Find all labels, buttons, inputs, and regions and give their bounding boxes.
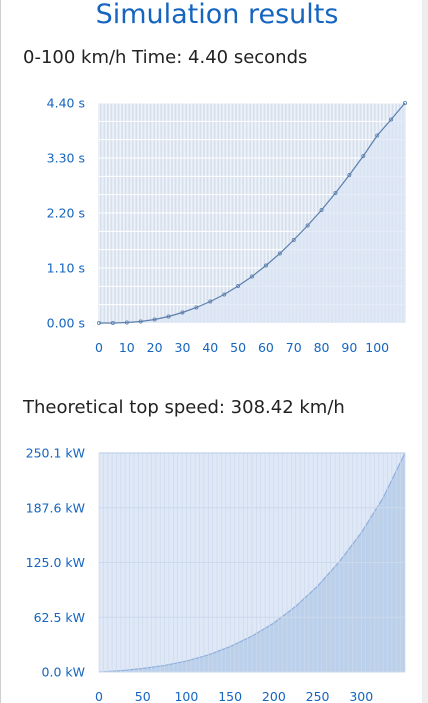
acceleration-chart: 0.00 s 1.10 s 2.20 s 3.30 s 4.40 s 0 10 20 30 40…	[47, 96, 407, 355]
x-tick-label: 70	[286, 340, 302, 355]
data-point	[305, 223, 310, 228]
y-tick-label: 1.10 s	[47, 261, 85, 276]
x-tick-label: 20	[147, 340, 163, 355]
acceleration-chart-area	[97, 100, 407, 325]
acceleration-chart-x-ticks: 0 10 20 30 40 50 60 70 80 90 100	[95, 340, 389, 355]
data-point	[124, 320, 129, 325]
data-point	[333, 191, 338, 196]
data-point	[236, 283, 241, 288]
x-tick-label: 90	[341, 340, 357, 355]
x-tick-label: 200	[262, 689, 286, 703]
data-point	[402, 100, 407, 105]
x-tick-label: 100	[174, 689, 198, 703]
data-point	[277, 251, 282, 256]
acceleration-chart-y-ticks: 0.00 s 1.10 s 2.20 s 3.30 s 4.40 s	[47, 96, 85, 331]
x-tick-label: 300	[349, 689, 373, 703]
data-point	[222, 292, 227, 297]
data-point	[249, 274, 254, 279]
data-point	[361, 154, 366, 159]
y-tick-label: 0.0 kW	[42, 665, 85, 680]
data-point	[194, 305, 199, 310]
page-title: Simulation results	[95, 0, 339, 30]
x-tick-label: 50	[135, 689, 151, 703]
y-tick-label: 4.40 s	[47, 96, 85, 111]
y-tick-label: 250.1 kW	[26, 446, 85, 461]
y-tick-label: 3.30 s	[47, 151, 85, 166]
data-point	[319, 207, 324, 212]
data-point	[291, 237, 296, 242]
y-tick-label: 187.6 kW	[26, 500, 85, 515]
x-tick-label: 150	[218, 689, 242, 703]
data-point	[180, 310, 185, 315]
x-tick-label: 10	[119, 340, 135, 355]
x-tick-label: 50	[230, 340, 246, 355]
x-tick-label: 250	[306, 689, 330, 703]
x-tick-label: 30	[175, 340, 191, 355]
data-point	[263, 263, 268, 268]
data-point	[138, 319, 143, 324]
data-point	[166, 314, 171, 319]
series-area-0	[99, 103, 405, 323]
y-tick-label: 125.0 kW	[26, 555, 85, 570]
data-point	[375, 133, 380, 138]
y-tick-label: 0.00 s	[47, 316, 85, 331]
power-chart-x-ticks: 0 50 100 150 200 250 300	[95, 689, 373, 703]
y-tick-label: 2.20 s	[47, 206, 85, 221]
data-point	[208, 299, 213, 304]
y-tick-label: 62.5 kW	[34, 610, 85, 625]
x-tick-label: 0	[95, 340, 103, 355]
x-tick-label: 0	[95, 689, 103, 703]
data-point	[152, 317, 157, 322]
data-point	[347, 173, 352, 178]
data-point	[389, 117, 394, 122]
scrollbar-track[interactable]	[422, 0, 428, 703]
power-chart-grid	[98, 452, 406, 673]
x-tick-label: 40	[202, 340, 218, 355]
x-tick-label: 100	[365, 340, 389, 355]
x-tick-label: 80	[314, 340, 330, 355]
window-left-edge	[0, 0, 1, 703]
x-tick-label: 60	[258, 340, 274, 355]
power-chart-y-ticks: 0.0 kW 62.5 kW 125.0 kW 187.6 kW 250.1 kW	[26, 446, 85, 680]
power-chart: 0.0 kW 62.5 kW 125.0 kW 187.6 kW 250.1 kW 0 5…	[26, 446, 406, 703]
data-point	[97, 320, 102, 325]
series-line-0	[99, 102, 406, 324]
data-point	[110, 320, 115, 325]
top-speed-heading: Theoretical top speed: 308.42 km/h	[23, 397, 345, 418]
acceleration-time-heading: 0-100 km/h Time: 4.40 seconds	[23, 47, 308, 68]
